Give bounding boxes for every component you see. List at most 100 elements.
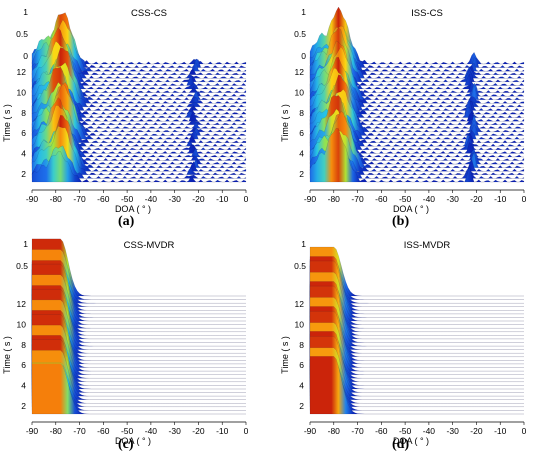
x-tick-label: -20 <box>192 194 205 204</box>
x-tick-label: -90 <box>304 194 317 204</box>
x-axis-label: DOA ( ° ) <box>115 436 151 446</box>
x-tick-label: -60 <box>97 194 110 204</box>
x-tick-label: -10 <box>216 194 229 204</box>
surface-slice <box>309 127 525 183</box>
chart-title: CSS-MVDR <box>124 240 175 251</box>
x-tick-label: -30 <box>447 194 460 204</box>
time-tick-label: 6 <box>21 128 26 138</box>
y-axis-label: Time ( s ) <box>280 336 290 374</box>
z-tick-label: 1 <box>301 7 306 17</box>
surface-slice <box>31 363 246 415</box>
x-tick-label: -50 <box>121 194 134 204</box>
time-tick-label: 10 <box>295 87 305 97</box>
y-axis-label: Time ( s ) <box>2 104 12 142</box>
x-axis-label: DOA ( ° ) <box>115 204 151 214</box>
x-tick-label: -50 <box>121 426 134 436</box>
x-tick-label: -70 <box>351 194 364 204</box>
chart-title: ISS-CS <box>411 8 443 19</box>
x-tick-label: -40 <box>145 194 158 204</box>
z-tick-label: 0.5 <box>16 261 28 271</box>
time-tick-label: 8 <box>299 340 304 350</box>
x-tick-label: 0 <box>244 194 249 204</box>
x-tick-label: -80 <box>50 426 63 436</box>
x-tick-label: -80 <box>50 194 63 204</box>
time-tick-label: 2 <box>21 169 26 179</box>
z-tick-label: 0.5 <box>16 29 28 39</box>
x-tick-label: -40 <box>145 426 158 436</box>
x-tick-label: -80 <box>328 194 341 204</box>
x-tick-label: -90 <box>26 426 39 436</box>
time-tick-label: 6 <box>299 128 304 138</box>
x-tick-label: -30 <box>447 426 460 436</box>
time-tick-label: 4 <box>299 381 304 391</box>
x-tick-label: 0 <box>244 426 249 436</box>
time-tick-label: 2 <box>299 169 304 179</box>
x-tick-label: -70 <box>73 194 86 204</box>
surface-slice <box>31 151 247 183</box>
time-tick-label: 12 <box>17 299 27 309</box>
x-tick-label: -60 <box>97 426 110 436</box>
time-tick-label: 10 <box>17 319 27 329</box>
caption-b: (b) <box>392 214 410 229</box>
chart-svg: ISS-CS -90 -80 -70 -60 -50 -40 -30 -20 -10 0 DOA ( … <box>280 6 527 214</box>
x-tick-label: -30 <box>169 194 182 204</box>
time-tick-label: 2 <box>21 401 26 411</box>
chart-panel-b: ISS-CS -90 -80 -70 -60 -50 -40 -30 -20 -10 0 DOA ( … <box>278 0 548 224</box>
surface-slice <box>309 356 524 415</box>
time-tick-label: 12 <box>17 67 27 77</box>
x-axis-label: DOA ( ° ) <box>393 436 429 446</box>
y-axis-label: Time ( s ) <box>280 104 290 142</box>
x-tick-label: -60 <box>375 194 388 204</box>
surface-group <box>31 12 247 183</box>
x-axis-label: DOA ( ° ) <box>393 204 429 214</box>
x-tick-label: -70 <box>73 426 86 436</box>
x-tick-label: -10 <box>216 426 229 436</box>
z-tick-label: 1 <box>301 239 306 249</box>
x-tick-label: -50 <box>399 426 412 436</box>
time-tick-label: 4 <box>21 149 26 159</box>
x-tick-label: -90 <box>26 194 39 204</box>
caption-a: (a) <box>118 214 135 229</box>
chart-svg: CSS-MVDR -90 -80 -70 -60 -50 -40 -30 -20 -10 0 DOA … <box>2 238 249 446</box>
x-tick-label: -80 <box>328 426 341 436</box>
x-tick-label: -60 <box>375 426 388 436</box>
x-tick-label: -10 <box>494 426 507 436</box>
time-tick-label: 2 <box>299 401 304 411</box>
time-tick-label: 6 <box>21 360 26 370</box>
z-tick-label: 1 <box>23 239 28 249</box>
time-tick-label: 8 <box>21 340 26 350</box>
x-tick-label: 0 <box>522 194 527 204</box>
z-tick-label: 0 <box>301 51 306 61</box>
surface-group <box>309 6 525 183</box>
chart-svg: CSS-CS -90 -80 -70 -60 -50 -40 -30 -20 -10 0 DOA ( … <box>2 7 249 214</box>
time-tick-label: 12 <box>295 67 305 77</box>
time-tick-label: 4 <box>21 381 26 391</box>
z-tick-label: 0.5 <box>294 29 306 39</box>
x-tick-label: -40 <box>423 194 436 204</box>
caption-c: (c) <box>118 437 134 452</box>
x-tick-label: -20 <box>470 194 483 204</box>
x-tick-label: -70 <box>351 426 364 436</box>
x-tick-label: -90 <box>304 426 317 436</box>
time-tick-label: 6 <box>299 360 304 370</box>
surface-group <box>309 246 524 415</box>
time-tick-label: 10 <box>17 87 27 97</box>
chart-title: CSS-CS <box>131 8 167 19</box>
x-tick-label: -20 <box>470 426 483 436</box>
x-tick-label: -20 <box>192 426 205 436</box>
caption-d: (d) <box>392 437 410 452</box>
x-tick-label: -50 <box>399 194 412 204</box>
time-tick-label: 8 <box>21 108 26 118</box>
x-tick-label: -30 <box>169 426 182 436</box>
x-tick-label: -40 <box>423 426 436 436</box>
z-tick-label: 1 <box>23 7 28 17</box>
chart-svg: ISS-MVDR -90 -80 -70 -60 -50 -40 -30 -20 -10 0 DOA … <box>280 239 527 446</box>
chart-panel-a: CSS-CS -90 -80 -70 -60 -50 -40 -30 -20 -10 0 DOA ( … <box>0 0 270 224</box>
time-tick-label: 4 <box>299 149 304 159</box>
z-tick-label: 0.5 <box>294 261 306 271</box>
time-tick-label: 10 <box>295 319 305 329</box>
chart-panel-d: ISS-MVDR -90 -80 -70 -60 -50 -40 -30 -20 -10 0 DOA … <box>278 232 548 456</box>
chart-panel-c: CSS-MVDR -90 -80 -70 -60 -50 -40 -30 -20 -10 0 DOA … <box>0 232 270 456</box>
time-tick-label: 12 <box>295 299 305 309</box>
x-tick-label: 0 <box>522 426 527 436</box>
